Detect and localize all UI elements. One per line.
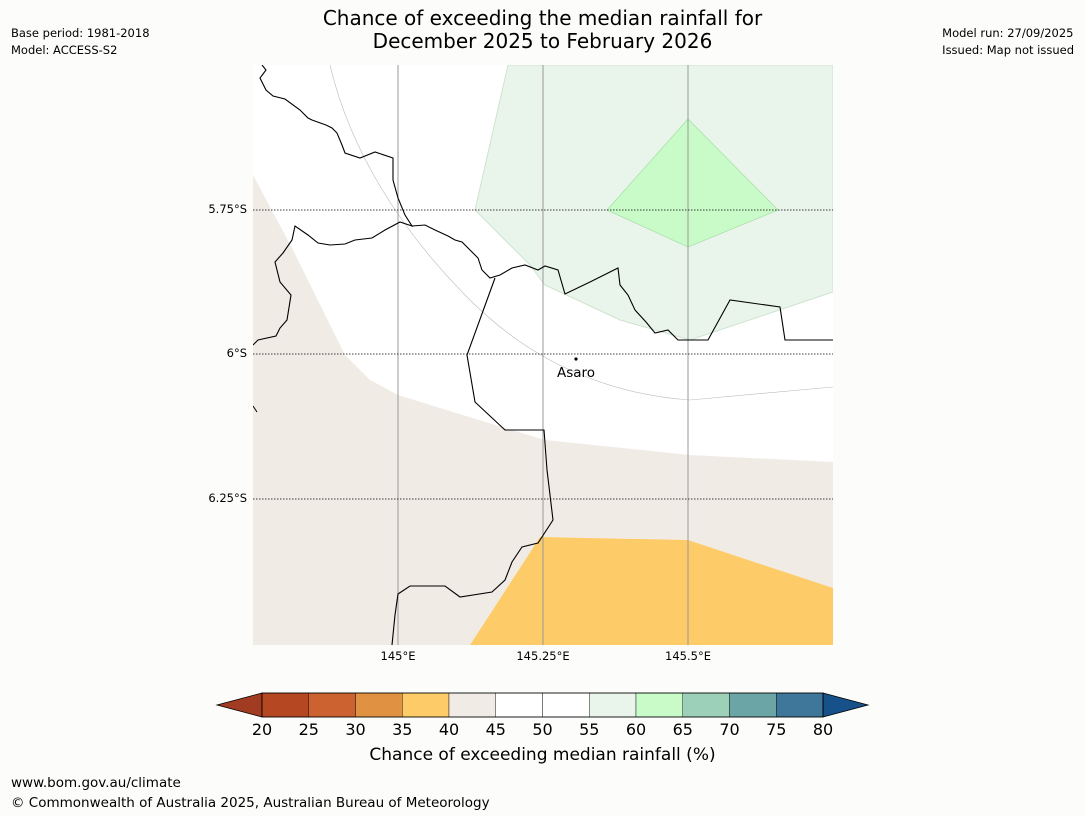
colorbar-segment bbox=[495, 692, 543, 718]
colorbar-tick-label: 70 bbox=[719, 720, 740, 739]
title-line-2: December 2025 to February 2026 bbox=[372, 29, 713, 53]
lat-label-6-25s: 6.25°S bbox=[208, 491, 247, 505]
coastline-north bbox=[411, 224, 833, 341]
footer-copyright: © Commonwealth of Australia 2025, Austra… bbox=[11, 795, 490, 811]
province-border bbox=[391, 277, 554, 645]
colorbar-tick-label: 25 bbox=[298, 720, 319, 739]
colorbar-label: Chance of exceeding median rainfall (%) bbox=[369, 745, 716, 765]
issued-text: Issued: Map not issued bbox=[942, 43, 1074, 57]
colorbar-tick-label: 30 bbox=[345, 720, 366, 739]
base-period-text: Base period: 1981-2018 bbox=[11, 26, 150, 40]
colorbar-segment bbox=[448, 692, 496, 718]
colorbar-extend-low bbox=[215, 692, 263, 718]
contour-line bbox=[329, 65, 833, 401]
colorbar-segment bbox=[589, 692, 637, 718]
colorbar-segment bbox=[308, 692, 356, 718]
metadata-left: Base period: 1981-2018 Model: ACCESS-S2 bbox=[11, 25, 150, 59]
title-line-1: Chance of exceeding the median rainfall … bbox=[322, 6, 763, 30]
lat-label-6s: 6°S bbox=[226, 346, 247, 360]
colorbar-tick-label: 35 bbox=[392, 720, 413, 739]
colorbar-tick-label: 60 bbox=[625, 720, 647, 739]
colorbar-tick-label: 20 bbox=[251, 720, 273, 739]
colorbar-frame bbox=[261, 692, 824, 718]
lat-label-5-75s: 5.75°S bbox=[208, 202, 247, 216]
asaro-marker bbox=[574, 357, 578, 361]
map-title: Chance of exceeding the median rainfall … bbox=[0, 7, 1085, 53]
metadata-right: Model run: 27/09/2025 Issued: Map not is… bbox=[942, 25, 1074, 59]
colorbar-segment bbox=[542, 692, 590, 718]
model-text: Model: ACCESS-S2 bbox=[11, 43, 118, 57]
footer-url: www.bom.gov.au/climate bbox=[11, 775, 181, 791]
colorbar-segment bbox=[635, 692, 683, 718]
coastline bbox=[253, 65, 414, 346]
colorbar-tick-label: 80 bbox=[812, 720, 834, 739]
colorbar-segment bbox=[402, 692, 450, 718]
colorbar-tick-label: 40 bbox=[438, 720, 460, 739]
colorbar-tick-label: 65 bbox=[672, 720, 693, 739]
colorbar-segment bbox=[682, 692, 730, 718]
latitude-lines bbox=[253, 209, 833, 500]
map-edge-mark bbox=[253, 405, 258, 413]
colorbar-segment bbox=[729, 692, 777, 718]
colorbar-segment bbox=[261, 692, 309, 718]
lon-label-145e: 145°E bbox=[380, 649, 416, 663]
colorbar-segment bbox=[355, 692, 403, 718]
lon-label-145-5e: 145.5°E bbox=[665, 649, 711, 663]
lon-label-145-25e: 145.25°E bbox=[516, 649, 570, 663]
region-35-40 bbox=[470, 537, 833, 645]
colorbar-tick-label: 55 bbox=[579, 720, 600, 739]
graticule bbox=[397, 65, 689, 645]
place-label-asaro: Asaro bbox=[557, 365, 596, 381]
colorbar-tick-label: 50 bbox=[532, 720, 553, 739]
model-run-text: Model run: 27/09/2025 bbox=[942, 26, 1074, 40]
colorbar-tick-label: 45 bbox=[485, 720, 506, 739]
colorbar-tick-label: 75 bbox=[766, 720, 787, 739]
colorbar-segment bbox=[776, 692, 824, 718]
colorbar-extend-high bbox=[822, 692, 870, 718]
